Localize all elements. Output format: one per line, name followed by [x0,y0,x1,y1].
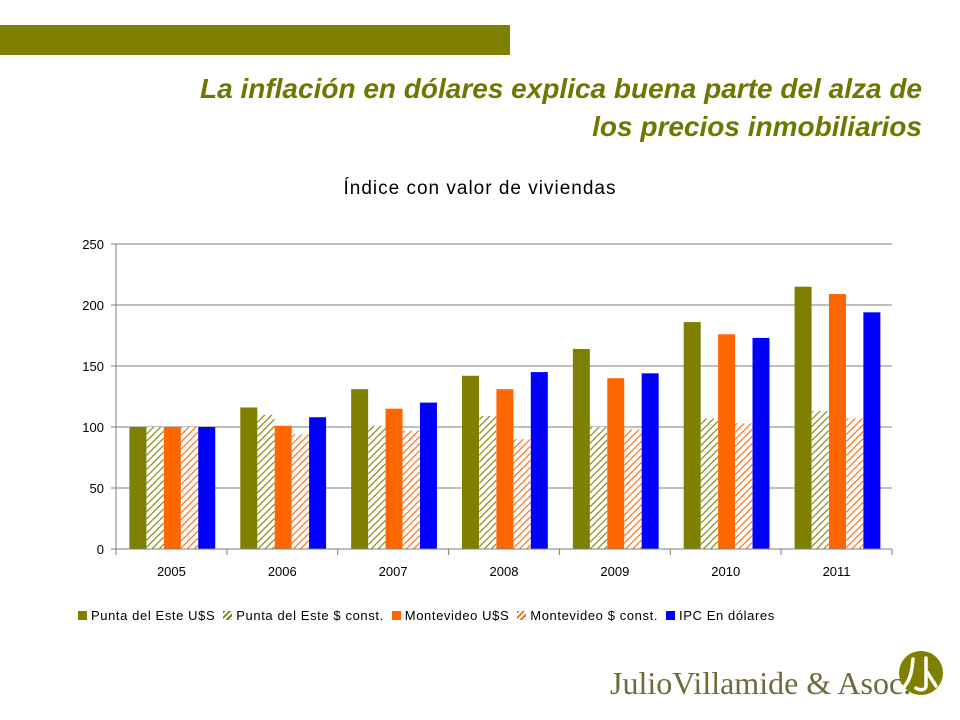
bar-2005-series-3 [163,427,181,549]
legend-label: IPC En dólares [679,607,775,623]
x-tick-label: 2010 [711,564,740,579]
y-tick-label: 150 [82,359,104,374]
bar-2009-series-2 [590,427,608,549]
bar-2011-series-1 [794,286,812,549]
bar-2005-series-2 [146,427,164,549]
bar-2006-series-3 [274,425,292,549]
bar-2009-series-5 [641,373,659,549]
y-tick-label: 50 [90,481,104,496]
legend-label: Punta del Este $ const. [236,607,384,623]
bar-2009-series-3 [607,378,625,549]
bar-2009-series-1 [572,348,590,549]
axes: 0 50 100 150 200 250 2005 2006 2007 2008 2009 2010 2… [82,237,893,579]
x-tick-label: 2005 [157,564,186,579]
bar-2008-series-2 [479,416,497,549]
x-tick-label: 2009 [600,564,629,579]
bar-2010-series-1 [683,322,701,549]
bar-2008-series-5 [530,372,548,549]
legend-item: Punta del Este U$S [78,608,215,623]
x-tick-label: 2007 [379,564,408,579]
accent-bar [0,25,510,55]
bar-2006-series-2 [257,414,275,549]
logo-mark-icon [899,651,943,695]
x-tick-label: 2011 [823,564,851,579]
bar-2009-series-4 [624,429,642,549]
slide-title: La inflación en dólares explica buena pa… [60,70,922,146]
legend-label: Punta del Este U$S [91,607,216,623]
bar-2005-series-5 [198,427,216,549]
bar-2007-series-4 [402,430,420,549]
chart-legend: Punta del Este U$S Punta del Este $ const… [78,605,908,625]
bar-2011-series-5 [863,312,881,549]
legend-swatch [391,610,401,620]
bar-2005-series-4 [181,427,199,549]
bar-2006-series-5 [309,417,327,549]
bar-2007-series-2 [368,425,386,549]
bar-2011-series-3 [828,294,846,549]
bar-2008-series-4 [513,439,531,549]
bar-2011-series-4 [846,418,864,549]
slide-title-line-1: La inflación en dólares explica buena pa… [199,73,922,104]
bar-2010-series-3 [718,334,736,549]
legend-item: Montevideo U$S [391,607,510,623]
chart-title: Índice con valor de viviendas [343,178,617,199]
y-tick-label: 0 [97,542,104,557]
bar-2010-series-4 [735,423,753,549]
logo-text: JulioVillamide & Asoc. [610,665,912,701]
legend-label: Montevideo U$S [404,607,510,623]
legend-item: IPC En dólares [666,608,775,623]
y-tick-label: 250 [82,237,104,252]
legend-item: Montevideo $ const. [517,608,658,623]
bar-2007-series-1 [351,389,369,549]
bar-2008-series-1 [462,375,479,549]
x-tick-label: 2008 [490,564,519,579]
legend-swatch [223,610,233,620]
bars [129,286,881,549]
bar-2008-series-3 [496,389,514,549]
bar-2006-series-1 [240,407,258,549]
company-logo: JulioVillamide & Asoc. [600,645,952,705]
bar-2011-series-2 [811,411,829,549]
bar-2006-series-4 [291,434,309,549]
bar-2010-series-5 [752,337,770,549]
bar-2007-series-3 [385,408,403,549]
legend-item: Punta del Este $ const. [223,608,384,623]
legend-swatch [517,610,527,620]
y-tick-label: 100 [82,420,104,435]
bar-2005-series-1 [129,427,147,549]
bar-2010-series-2 [700,418,718,549]
legend-label: Montevideo $ const. [530,607,659,623]
legend-swatch [78,610,87,620]
slide-title-line-2: los precios inmobiliarios [592,111,922,142]
bar-2007-series-5 [419,402,437,549]
legend-swatch [666,610,676,620]
x-tick-label: 2006 [268,564,297,579]
y-tick-label: 200 [82,298,104,313]
